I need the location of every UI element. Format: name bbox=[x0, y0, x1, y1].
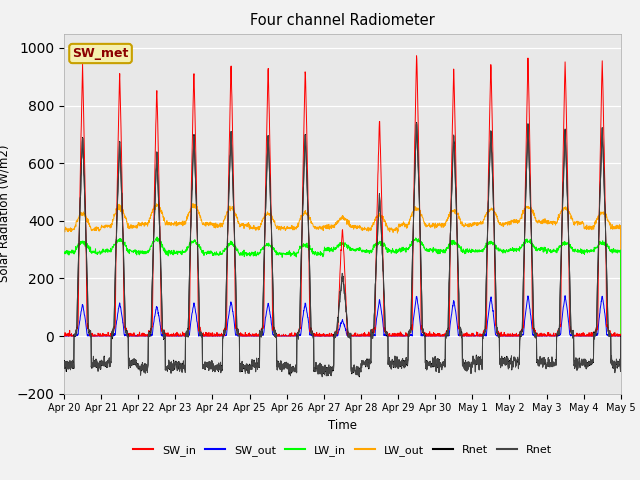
LW_in bbox=[153, 234, 161, 240]
LW_out bbox=[584, 226, 591, 231]
LW_out bbox=[617, 333, 625, 339]
LW_out bbox=[189, 201, 196, 206]
Line: SW_out: SW_out bbox=[64, 296, 621, 336]
LW_out bbox=[371, 216, 379, 222]
Rnet bbox=[505, 359, 513, 365]
X-axis label: Time: Time bbox=[328, 419, 357, 432]
Rnet bbox=[359, 362, 367, 368]
Rnet bbox=[355, 374, 363, 380]
Rnet bbox=[359, 362, 367, 368]
LW_out bbox=[359, 227, 367, 233]
LW_out bbox=[60, 227, 68, 233]
Rnet bbox=[617, 333, 625, 339]
Rnet bbox=[505, 360, 513, 365]
Line: LW_out: LW_out bbox=[64, 204, 621, 336]
Y-axis label: Solar Radiation (W/m2): Solar Radiation (W/m2) bbox=[0, 145, 11, 282]
LW_in bbox=[371, 243, 379, 249]
SW_out bbox=[60, 333, 68, 339]
Line: Rnet: Rnet bbox=[64, 123, 621, 377]
Legend: SW_in, SW_out, LW_in, LW_out, Rnet, Rnet: SW_in, SW_out, LW_in, LW_out, Rnet, Rnet bbox=[129, 440, 556, 460]
LW_out bbox=[216, 222, 223, 228]
LW_in bbox=[568, 246, 575, 252]
SW_out bbox=[504, 333, 512, 339]
LW_in bbox=[584, 250, 591, 256]
SW_in bbox=[413, 53, 420, 59]
SW_out bbox=[568, 333, 576, 339]
Rnet bbox=[568, 329, 576, 335]
SW_out bbox=[617, 333, 625, 339]
LW_in bbox=[504, 247, 512, 252]
Text: SW_met: SW_met bbox=[72, 47, 129, 60]
SW_out bbox=[216, 333, 223, 339]
Rnet bbox=[318, 374, 326, 380]
Line: Rnet: Rnet bbox=[64, 122, 621, 377]
SW_out bbox=[60, 333, 68, 339]
Rnet bbox=[371, 303, 379, 309]
Line: LW_in: LW_in bbox=[64, 237, 621, 336]
LW_in bbox=[359, 248, 367, 253]
Rnet bbox=[216, 365, 223, 371]
LW_in bbox=[60, 251, 68, 256]
SW_in bbox=[358, 333, 366, 339]
Rnet bbox=[216, 365, 223, 371]
Rnet bbox=[60, 361, 68, 367]
SW_out bbox=[359, 332, 367, 338]
SW_out bbox=[584, 333, 591, 339]
SW_in bbox=[617, 333, 625, 339]
Rnet bbox=[584, 364, 591, 370]
Line: SW_in: SW_in bbox=[64, 56, 621, 336]
Rnet bbox=[371, 301, 379, 307]
SW_out bbox=[561, 293, 569, 299]
Rnet bbox=[617, 335, 625, 340]
Rnet bbox=[60, 361, 68, 367]
SW_in bbox=[504, 333, 512, 339]
LW_in bbox=[216, 251, 223, 257]
Rnet bbox=[584, 364, 591, 370]
LW_out bbox=[504, 220, 512, 226]
SW_in bbox=[216, 333, 223, 339]
SW_out bbox=[371, 332, 379, 337]
SW_in bbox=[568, 328, 575, 334]
Title: Four channel Radiometer: Four channel Radiometer bbox=[250, 13, 435, 28]
LW_in bbox=[617, 333, 625, 339]
SW_in bbox=[60, 333, 68, 339]
Rnet bbox=[413, 120, 420, 125]
Rnet bbox=[413, 120, 420, 126]
LW_out bbox=[568, 215, 575, 220]
SW_in bbox=[371, 326, 378, 332]
SW_in bbox=[584, 333, 591, 339]
Rnet bbox=[568, 328, 576, 334]
